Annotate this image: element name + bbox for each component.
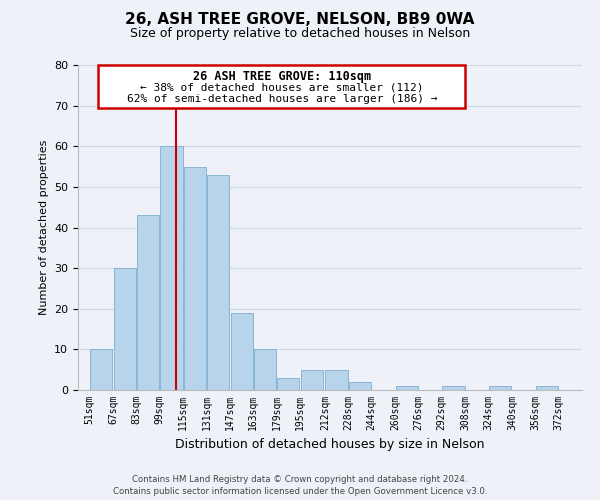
Text: ← 38% of detached houses are smaller (112): ← 38% of detached houses are smaller (11… <box>140 82 424 92</box>
Bar <box>137 216 159 390</box>
Bar <box>277 378 299 390</box>
Text: Size of property relative to detached houses in Nelson: Size of property relative to detached ho… <box>130 28 470 40</box>
Bar <box>442 386 464 390</box>
Bar <box>90 350 112 390</box>
Text: 26, ASH TREE GROVE, NELSON, BB9 0WA: 26, ASH TREE GROVE, NELSON, BB9 0WA <box>125 12 475 28</box>
Bar <box>254 350 276 390</box>
Bar <box>536 386 558 390</box>
X-axis label: Distribution of detached houses by size in Nelson: Distribution of detached houses by size … <box>175 438 485 452</box>
FancyBboxPatch shape <box>98 65 465 108</box>
Bar <box>301 370 323 390</box>
Text: Contains public sector information licensed under the Open Government Licence v3: Contains public sector information licen… <box>113 487 487 496</box>
Text: Contains HM Land Registry data © Crown copyright and database right 2024.: Contains HM Land Registry data © Crown c… <box>132 475 468 484</box>
Bar <box>113 268 136 390</box>
Bar <box>184 166 206 390</box>
Bar <box>230 313 253 390</box>
Bar <box>207 174 229 390</box>
Text: 62% of semi-detached houses are larger (186) →: 62% of semi-detached houses are larger (… <box>127 94 437 104</box>
Text: 26 ASH TREE GROVE: 110sqm: 26 ASH TREE GROVE: 110sqm <box>193 70 371 83</box>
Bar <box>489 386 511 390</box>
Y-axis label: Number of detached properties: Number of detached properties <box>38 140 49 315</box>
Bar <box>325 370 347 390</box>
Bar <box>349 382 371 390</box>
Bar <box>395 386 418 390</box>
Bar <box>160 146 182 390</box>
